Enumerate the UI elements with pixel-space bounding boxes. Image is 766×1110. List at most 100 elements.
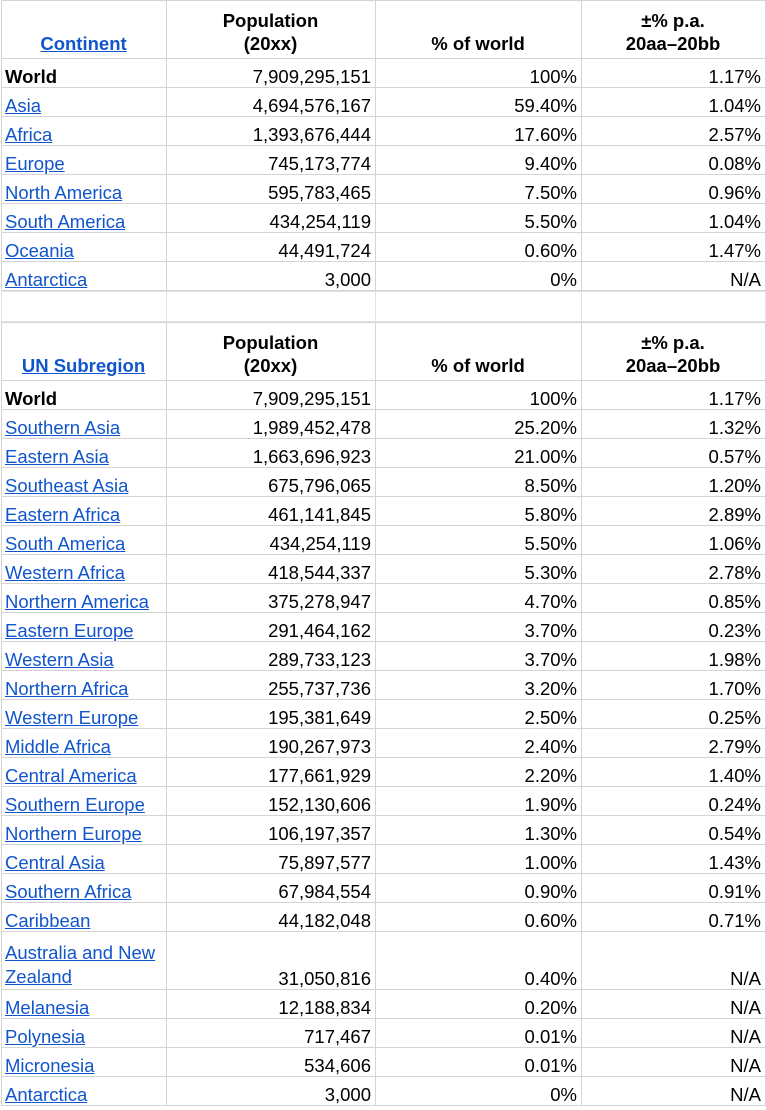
region-link[interactable]: Caribbean	[5, 910, 91, 931]
subregion-row: World 7,909,295,151 100% 1.17%	[1, 380, 766, 410]
population-cell: 675,796,065	[166, 467, 376, 497]
population-cell: 67,984,554	[166, 873, 376, 903]
pct-world-cell: 0%	[375, 261, 582, 291]
pct-world-cell: 25.20%	[375, 409, 582, 439]
region-link[interactable]: South America	[5, 533, 126, 554]
population-cell: 12,188,834	[166, 989, 376, 1019]
subregion-row: Western Africa 418,544,337 5.30% 2.78%	[1, 554, 766, 584]
region-link[interactable]: Oceania	[5, 240, 74, 261]
growth-cell: 1.98%	[581, 641, 766, 671]
region-link[interactable]: Central Asia	[5, 852, 105, 873]
subregion-row: Eastern Asia 1,663,696,923 21.00% 0.57%	[1, 438, 766, 468]
continent-row: World 7,909,295,151 100% 1.17%	[1, 58, 766, 88]
region-link[interactable]: Antarctica	[5, 1084, 88, 1105]
region-name-cell: Polynesia	[1, 1018, 167, 1048]
region-link[interactable]: Asia	[5, 95, 41, 116]
region-name-cell: Oceania	[1, 232, 167, 262]
pct-world-cell: 0.20%	[375, 989, 582, 1019]
continent-row: Europe 745,173,774 9.40% 0.08%	[1, 145, 766, 175]
region-name: World	[5, 66, 58, 87]
region-link[interactable]: Southeast Asia	[5, 475, 129, 496]
region-link[interactable]: Polynesia	[5, 1026, 86, 1047]
subregion-row: Southern Africa 67,984,554 0.90% 0.91%	[1, 873, 766, 903]
region-name-cell: Middle Africa	[1, 728, 167, 758]
region-link[interactable]: Eastern Asia	[5, 446, 109, 467]
continent-header-cell: Continent	[1, 0, 167, 59]
region-name: World	[5, 388, 58, 409]
growth-header-line2: 20aa–20bb	[625, 33, 721, 54]
pct-world-cell: 1.90%	[375, 786, 582, 816]
continent-header-link[interactable]: Continent	[40, 33, 127, 54]
region-link[interactable]: Southern Europe	[5, 794, 145, 815]
growth-cell: 1.17%	[581, 58, 766, 88]
pct-world-cell: 17.60%	[375, 116, 582, 146]
region-link[interactable]: Australia and New Zealand	[5, 942, 156, 987]
region-link[interactable]: Northern Africa	[5, 678, 129, 699]
growth-cell: 1.04%	[581, 87, 766, 117]
region-link[interactable]: Southern Asia	[5, 417, 121, 438]
subregion-table: UN Subregion Population (20xx) % of world…	[1, 322, 766, 1106]
population-cell: 31,050,816	[166, 931, 376, 990]
pct-world-cell: 2.40%	[375, 728, 582, 758]
region-link[interactable]: Middle Africa	[5, 736, 111, 757]
population-cell: 291,464,162	[166, 612, 376, 642]
subregion-rows: World 7,909,295,151 100% 1.17% Southern Asia…	[1, 380, 766, 1106]
growth-cell: 0.85%	[581, 583, 766, 613]
region-link[interactable]: South America	[5, 211, 126, 232]
growth-header-line1: ±% p.a.	[641, 10, 705, 31]
pct-world-cell: 9.40%	[375, 145, 582, 175]
region-link[interactable]: Micronesia	[5, 1055, 95, 1076]
continent-row: North America 595,783,465 7.50% 0.96%	[1, 174, 766, 204]
pct-world-cell: 100%	[375, 58, 582, 88]
region-name-cell: Eastern Africa	[1, 496, 167, 526]
growth-cell: 1.17%	[581, 380, 766, 410]
region-name-cell: Caribbean	[1, 902, 167, 932]
region-link[interactable]: North America	[5, 182, 123, 203]
subregion-header-cell: UN Subregion	[1, 322, 167, 381]
growth-header-line2: 20aa–20bb	[625, 355, 721, 376]
region-link[interactable]: Northern America	[5, 591, 149, 612]
growth-cell: N/A	[581, 1076, 766, 1106]
region-link[interactable]: Eastern Africa	[5, 504, 121, 525]
region-link[interactable]: Southern Africa	[5, 881, 132, 902]
region-link[interactable]: Africa	[5, 124, 53, 145]
subregion-row: Southern Europe 152,130,606 1.90% 0.24%	[1, 786, 766, 816]
population-cell: 255,737,736	[166, 670, 376, 700]
population-header-line1: Population	[222, 332, 319, 353]
population-cell: 7,909,295,151	[166, 380, 376, 410]
region-link[interactable]: Antarctica	[5, 269, 88, 290]
pct-world-cell: 21.00%	[375, 438, 582, 468]
population-cell: 1,663,696,923	[166, 438, 376, 468]
region-name-cell: Western Europe	[1, 699, 167, 729]
pct-world-cell: 3.20%	[375, 670, 582, 700]
population-cell: 4,694,576,167	[166, 87, 376, 117]
subregion-row: Southeast Asia 675,796,065 8.50% 1.20%	[1, 467, 766, 497]
population-cell: 595,783,465	[166, 174, 376, 204]
population-cell: 3,000	[166, 261, 376, 291]
pct-world-cell: 5.50%	[375, 203, 582, 233]
growth-header-line1: ±% p.a.	[641, 332, 705, 353]
region-link[interactable]: Western Africa	[5, 562, 125, 583]
population-cell: 289,733,123	[166, 641, 376, 671]
region-name-cell: Western Asia	[1, 641, 167, 671]
region-link[interactable]: Central America	[5, 765, 137, 786]
population-cell: 106,197,357	[166, 815, 376, 845]
region-link[interactable]: Western Europe	[5, 707, 139, 728]
growth-cell: 0.23%	[581, 612, 766, 642]
pct-world-cell: 59.40%	[375, 87, 582, 117]
population-cell: 195,381,649	[166, 699, 376, 729]
region-link[interactable]: Western Asia	[5, 649, 114, 670]
region-link[interactable]: Melanesia	[5, 997, 90, 1018]
subregion-header-link[interactable]: UN Subregion	[21, 355, 146, 376]
population-cell: 375,278,947	[166, 583, 376, 613]
region-name-cell: South America	[1, 525, 167, 555]
region-name-cell: Southern Asia	[1, 409, 167, 439]
region-link[interactable]: Europe	[5, 153, 65, 174]
continent-row: Antarctica 3,000 0% N/A	[1, 261, 766, 291]
region-link[interactable]: Northern Europe	[5, 823, 142, 844]
region-name-cell: Northern Europe	[1, 815, 167, 845]
region-link[interactable]: Eastern Europe	[5, 620, 134, 641]
growth-cell: 0.54%	[581, 815, 766, 845]
region-name-cell: North America	[1, 174, 167, 204]
growth-cell: 0.25%	[581, 699, 766, 729]
